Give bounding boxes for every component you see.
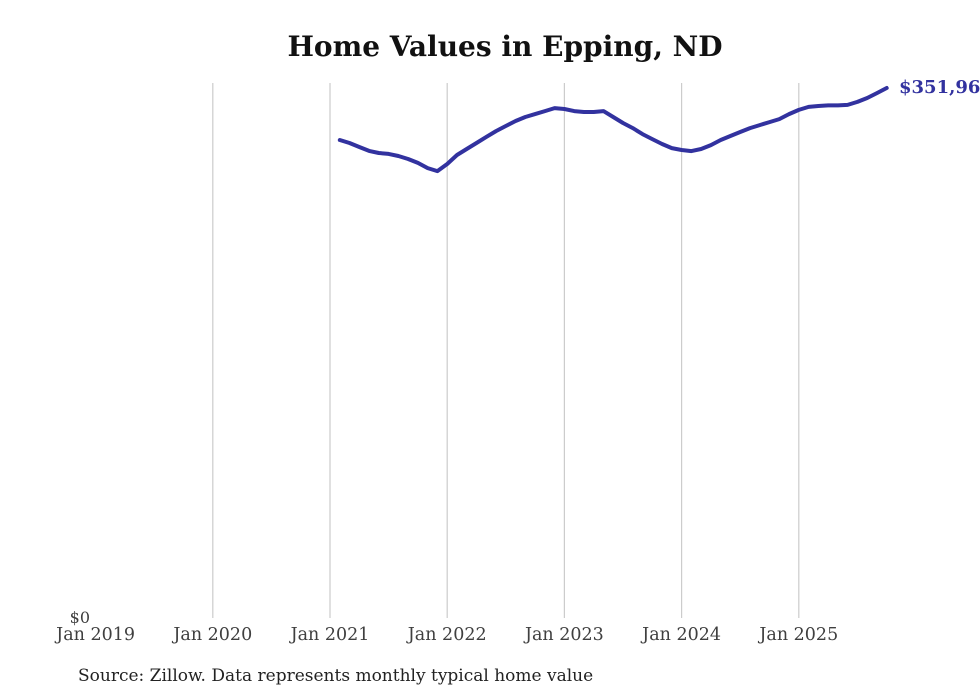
x-tick-label: Jan 2022: [407, 625, 487, 645]
source-note: Source: Zillow. Data represents monthly …: [78, 666, 594, 686]
x-tick-label: Jan 2019: [56, 625, 136, 645]
x-tick-label: Jan 2023: [524, 625, 604, 645]
home-value-line: [337, 86, 889, 174]
x-tick-label: Jan 2025: [759, 625, 839, 645]
year-gridlines: [212, 83, 800, 618]
x-tick-label: Jan 2020: [173, 625, 253, 645]
y-axis-zero-label: $0: [69, 608, 90, 627]
x-tick-label: Jan 2021: [290, 625, 370, 645]
chart-title: Home Values in Epping, ND: [287, 30, 723, 63]
x-tick-label: Jan 2024: [642, 625, 722, 645]
line-end-value-label: $351,967: [899, 77, 980, 98]
